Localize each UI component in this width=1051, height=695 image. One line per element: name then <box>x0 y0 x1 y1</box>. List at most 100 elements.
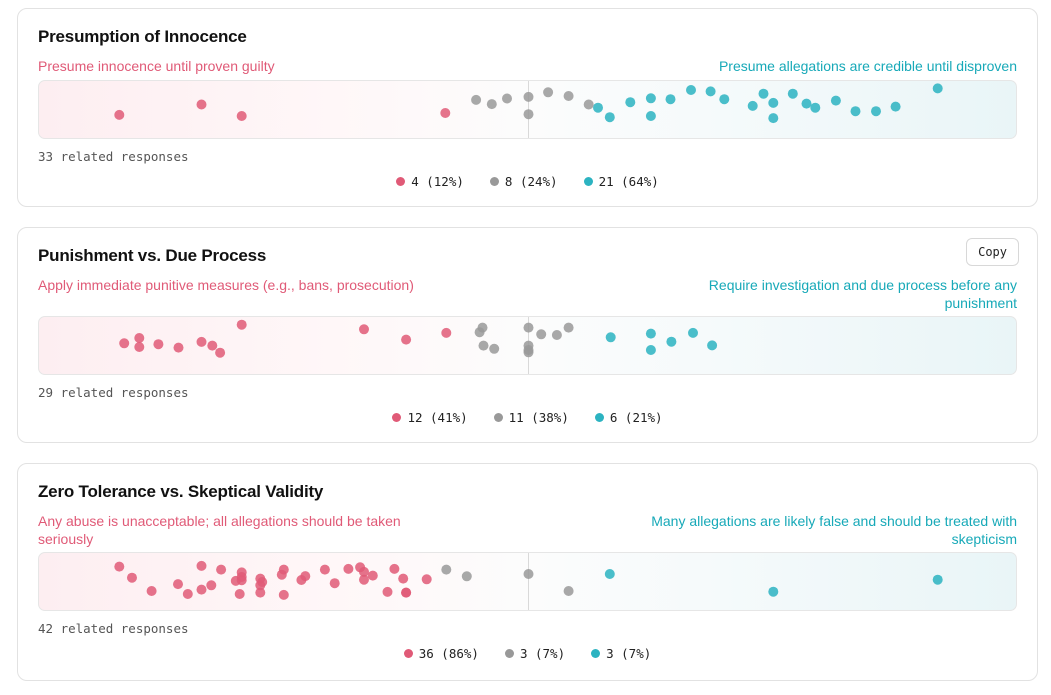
response-dot-oppose[interactable] <box>359 574 369 585</box>
response-dot-support[interactable] <box>645 328 656 339</box>
response-dot-oppose[interactable] <box>440 108 451 118</box>
response-dot-neutral[interactable] <box>563 586 574 596</box>
copy-button[interactable]: Copy <box>966 238 1019 266</box>
response-dot-neutral[interactable] <box>461 571 472 582</box>
response-dot-neutral[interactable] <box>543 87 554 98</box>
response-dot-support[interactable] <box>645 111 656 121</box>
response-dot-neutral[interactable] <box>523 569 534 579</box>
response-dot-oppose[interactable] <box>114 561 125 572</box>
response-dot-oppose[interactable] <box>196 99 207 110</box>
response-dot-oppose[interactable] <box>173 579 183 590</box>
response-dot-neutral[interactable] <box>583 99 594 110</box>
response-dot-oppose[interactable] <box>234 589 245 599</box>
response-dot-support[interactable] <box>850 106 861 117</box>
response-dot-support[interactable] <box>758 88 769 99</box>
right-pole-label: Many allegations are likely false and sh… <box>651 513 1017 547</box>
response-dot-oppose[interactable] <box>119 338 130 349</box>
legend: 36 (86%) 3 (7%) 3 (7%) <box>18 646 1037 661</box>
response-dot-support[interactable] <box>686 85 696 95</box>
response-dot-oppose[interactable] <box>196 560 207 571</box>
response-dot-neutral[interactable] <box>563 91 574 101</box>
response-dot-support[interactable] <box>768 586 779 597</box>
response-dot-oppose[interactable] <box>216 564 227 575</box>
response-dot-oppose[interactable] <box>196 584 207 595</box>
response-dot-oppose[interactable] <box>196 336 207 347</box>
response-dot-oppose[interactable] <box>153 339 164 350</box>
response-dot-neutral[interactable] <box>441 564 452 575</box>
scatter-plot <box>114 81 943 138</box>
response-dot-support[interactable] <box>688 327 698 338</box>
response-dot-neutral[interactable] <box>523 347 534 358</box>
response-dot-neutral[interactable] <box>486 99 497 110</box>
response-dot-support[interactable] <box>719 94 730 105</box>
response-dot-neutral[interactable] <box>523 322 534 333</box>
response-dot-oppose[interactable] <box>134 342 145 352</box>
legend: 12 (41%) 11 (38%) 6 (21%) <box>18 410 1037 425</box>
response-dot-support[interactable] <box>932 574 943 585</box>
response-dot-oppose[interactable] <box>300 571 311 582</box>
response-dot-oppose[interactable] <box>401 334 412 345</box>
response-dot-neutral[interactable] <box>502 93 512 104</box>
response-dot-support[interactable] <box>605 332 616 343</box>
response-dot-neutral[interactable] <box>478 340 489 351</box>
response-dot-oppose[interactable] <box>278 589 289 600</box>
response-dot-oppose[interactable] <box>127 572 137 583</box>
response-dot-support[interactable] <box>625 97 636 108</box>
response-dot-oppose[interactable] <box>215 347 226 358</box>
response-dot-oppose[interactable] <box>236 111 247 121</box>
response-dot-support[interactable] <box>604 112 615 123</box>
response-dot-support[interactable] <box>768 113 779 124</box>
response-dot-oppose[interactable] <box>134 333 145 343</box>
response-dot-support[interactable] <box>871 106 881 117</box>
response-dot-support[interactable] <box>666 336 677 347</box>
response-dot-oppose[interactable] <box>182 589 193 599</box>
response-dot-support[interactable] <box>890 101 901 112</box>
response-dot-support[interactable] <box>810 102 821 113</box>
response-dot-oppose[interactable] <box>319 564 330 575</box>
response-dot-oppose[interactable] <box>206 580 217 591</box>
scatter-track <box>38 552 1017 611</box>
response-dot-neutral[interactable] <box>523 91 534 102</box>
response-dot-oppose[interactable] <box>398 573 409 584</box>
response-dot-neutral[interactable] <box>523 109 534 120</box>
response-dot-oppose[interactable] <box>173 342 184 353</box>
response-dot-neutral[interactable] <box>471 94 482 105</box>
response-dot-oppose[interactable] <box>146 586 157 596</box>
response-dot-oppose[interactable] <box>401 587 412 598</box>
response-dot-neutral[interactable] <box>551 330 562 340</box>
response-dot-oppose[interactable] <box>329 578 340 589</box>
response-dot-oppose[interactable] <box>207 340 218 351</box>
response-dot-support[interactable] <box>645 93 656 104</box>
response-dot-oppose[interactable] <box>255 587 266 598</box>
response-dot-oppose[interactable] <box>389 563 400 574</box>
response-dot-oppose[interactable] <box>382 586 393 597</box>
response-dot-neutral[interactable] <box>477 322 488 333</box>
response-dot-oppose[interactable] <box>278 564 289 575</box>
response-dot-neutral[interactable] <box>536 329 547 340</box>
response-dot-support[interactable] <box>705 86 716 97</box>
response-dot-support[interactable] <box>593 102 603 113</box>
response-dot-support[interactable] <box>604 569 615 579</box>
response-dot-oppose[interactable] <box>114 109 125 120</box>
response-dot-oppose[interactable] <box>236 319 247 330</box>
response-dot-support[interactable] <box>768 97 779 108</box>
response-dot-support[interactable] <box>645 345 656 355</box>
response-dot-oppose[interactable] <box>343 563 354 574</box>
response-dot-oppose[interactable] <box>421 574 432 585</box>
response-dot-support[interactable] <box>707 340 718 351</box>
response-dot-support[interactable] <box>801 98 812 109</box>
response-dot-support[interactable] <box>665 94 676 105</box>
response-dot-support[interactable] <box>932 83 943 94</box>
response-dot-neutral[interactable] <box>563 322 574 333</box>
response-dot-support[interactable] <box>747 100 758 111</box>
response-dot-support[interactable] <box>830 95 841 106</box>
response-dot-support[interactable] <box>787 88 798 99</box>
response-dot-oppose[interactable] <box>359 324 369 335</box>
response-dot-oppose[interactable] <box>257 577 268 587</box>
response-dot-neutral[interactable] <box>489 343 500 354</box>
response-dot-oppose[interactable] <box>441 327 452 338</box>
response-dot-oppose[interactable] <box>359 566 369 577</box>
response-dot-oppose[interactable] <box>236 575 247 586</box>
response-dot-oppose[interactable] <box>367 570 378 581</box>
legend-text: 3 (7%) <box>606 646 652 661</box>
